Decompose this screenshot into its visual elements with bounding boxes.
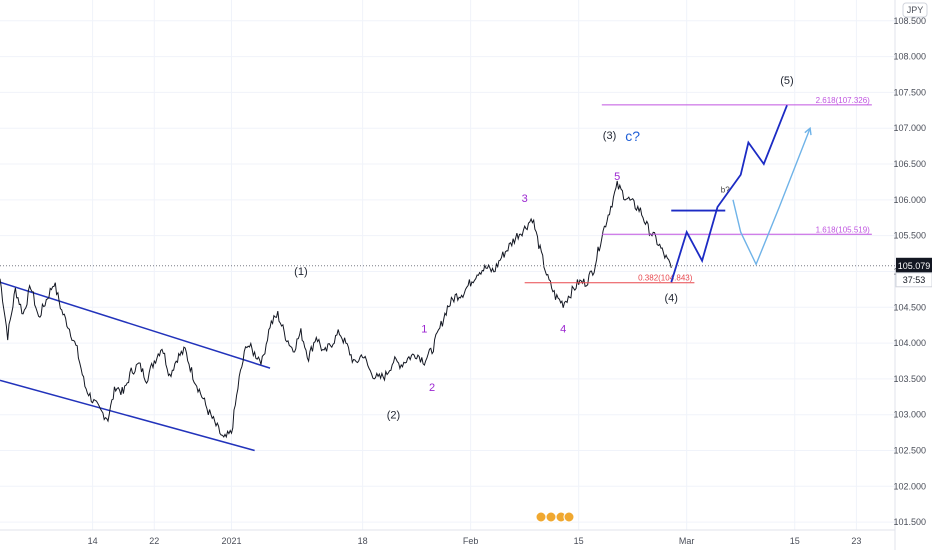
currency-label: JPY <box>907 5 924 15</box>
arrow-head <box>804 126 812 136</box>
events-icon[interactable] <box>535 511 575 523</box>
y-tick-label: 107.000 <box>893 123 926 133</box>
y-tick-label: 103.500 <box>893 374 926 384</box>
wave-label: 1 <box>421 323 427 335</box>
wave-label: 2 <box>429 382 435 394</box>
y-tick-label: 101.500 <box>893 517 926 527</box>
last-price-marker: 105.079 37:53 <box>0 257 932 288</box>
x-tick-label: Feb <box>463 536 479 546</box>
y-tick-label: 102.000 <box>893 481 926 491</box>
wave-label: 4 <box>560 323 566 335</box>
wave-label: (3) <box>603 130 616 142</box>
x-tick-label: 2021 <box>221 536 241 546</box>
wave-label: (2) <box>387 409 400 421</box>
last-price-label: 105.079 <box>898 261 931 271</box>
y-tick-label: 106.500 <box>893 159 926 169</box>
price-line <box>0 180 672 439</box>
countdown-label: 37:53 <box>903 275 926 285</box>
chart-grid <box>0 0 895 530</box>
wave-label: 3 <box>522 193 528 205</box>
y-tick-label: 108.500 <box>893 16 926 26</box>
wave-label: (1) <box>294 266 307 278</box>
fib-level-label: 1.618(105.519) <box>816 225 871 234</box>
wave-label: (4) <box>665 293 678 305</box>
y-tick-label: 103.000 <box>893 410 926 420</box>
wave-label: (5) <box>780 75 793 87</box>
fib-level-label: 2.618(107.326) <box>816 96 871 105</box>
channel-line <box>0 281 271 369</box>
wave-labels: (1) (2) (3) (4) (5) 1 2 3 4 5 c? b? <box>294 75 794 421</box>
downtrend-channel <box>0 281 271 452</box>
channel-line <box>0 379 255 452</box>
x-tick-label: 14 <box>88 536 98 546</box>
fib-levels: 2.618(107.326) 1.618(105.519) 0.382(104.84… <box>524 96 872 284</box>
alternate-projection <box>732 127 811 267</box>
last-price-box <box>896 257 932 273</box>
y-tick-label: 106.000 <box>893 195 926 205</box>
fib-level-label: 0.382(104.843) <box>638 274 693 283</box>
price-series <box>0 180 672 439</box>
wave-label: c? <box>625 128 640 144</box>
y-tick-label: 104.000 <box>893 338 926 348</box>
wave-label: 5 <box>614 171 620 183</box>
price-axis[interactable]: 101.500 102.000 102.500 103.000 103.500 104.0… <box>893 0 926 550</box>
y-tick-label: 104.500 <box>893 302 926 312</box>
x-tick-label: 18 <box>358 536 368 546</box>
x-tick-label: 15 <box>790 536 800 546</box>
currency-badge: JPY <box>902 2 928 18</box>
x-tick-label: 23 <box>851 536 861 546</box>
x-tick-label: 15 <box>574 536 584 546</box>
x-tick-label: Mar <box>679 536 695 546</box>
y-tick-label: 105.500 <box>893 231 926 241</box>
x-tick-label: 22 <box>149 536 159 546</box>
time-axis[interactable]: 14 22 2021 18 Feb 15 Mar 15 23 <box>0 529 895 546</box>
wave-label: b? <box>721 186 730 195</box>
countdown-box <box>895 272 932 288</box>
wave-projections <box>670 104 812 283</box>
y-tick-label: 108.000 <box>893 52 926 62</box>
y-tick-label: 102.500 <box>893 446 926 456</box>
primary-projection <box>670 104 788 283</box>
y-tick-label: 107.500 <box>893 87 926 97</box>
